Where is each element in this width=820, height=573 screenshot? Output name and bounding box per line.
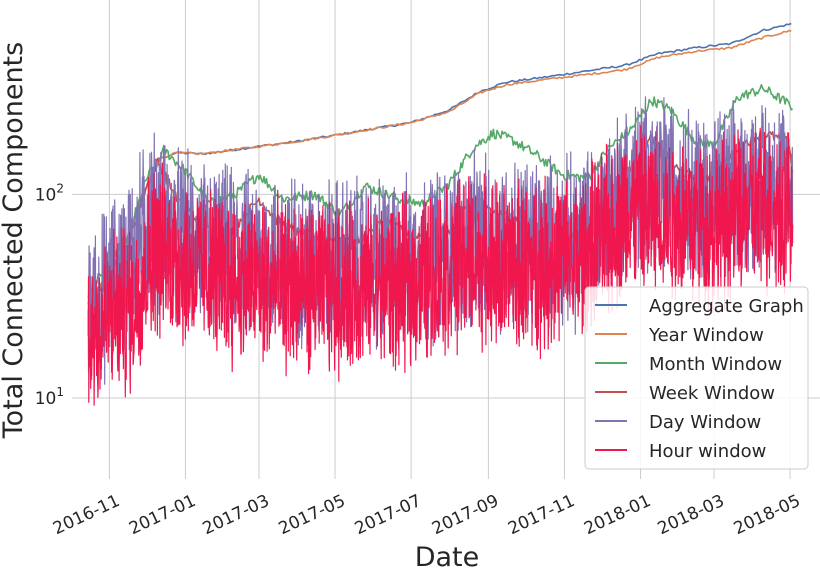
legend-label: Day Window: [649, 412, 761, 433]
x-tick-label: 2017-05: [276, 491, 349, 539]
legend: Aggregate Graph Year Window Month Window We…: [584, 286, 809, 470]
series-line-5: [87, 125, 794, 406]
y-tick-label: 101: [35, 385, 64, 409]
legend-label: Month Window: [649, 354, 782, 375]
x-tick-label: 2017-03: [200, 491, 273, 539]
x-tick-label: 2017-11: [505, 491, 578, 539]
y-tick-label: 102: [35, 181, 64, 205]
x-tick-label: 2018-05: [731, 491, 804, 539]
legend-box: [584, 286, 809, 470]
legend-label: Year Window: [648, 325, 764, 346]
legend-label: Aggregate Graph: [649, 296, 804, 317]
x-axis-label: Date: [415, 542, 480, 573]
x-tick-label: 2017-07: [352, 491, 425, 539]
x-tick-label: 2017-01: [126, 491, 199, 539]
legend-label: Hour window: [649, 441, 766, 462]
y-axis-ticks: 101 102: [35, 181, 64, 409]
x-tick-label: 2018-01: [581, 491, 654, 539]
series-lines: [87, 22, 794, 406]
x-tick-label: 2018-03: [655, 491, 728, 539]
x-axis-ticks: 2016-11 2017-01 2017-03 2017-05 2017-07 2017-…: [50, 491, 804, 539]
y-axis-label: Total Connected Components: [0, 42, 29, 439]
x-tick-label: 2017-09: [429, 491, 502, 539]
series-line-1: [87, 29, 792, 314]
x-tick-label: 2016-11: [50, 491, 123, 539]
legend-label: Week Window: [649, 383, 775, 404]
series-line-0: [87, 22, 792, 314]
